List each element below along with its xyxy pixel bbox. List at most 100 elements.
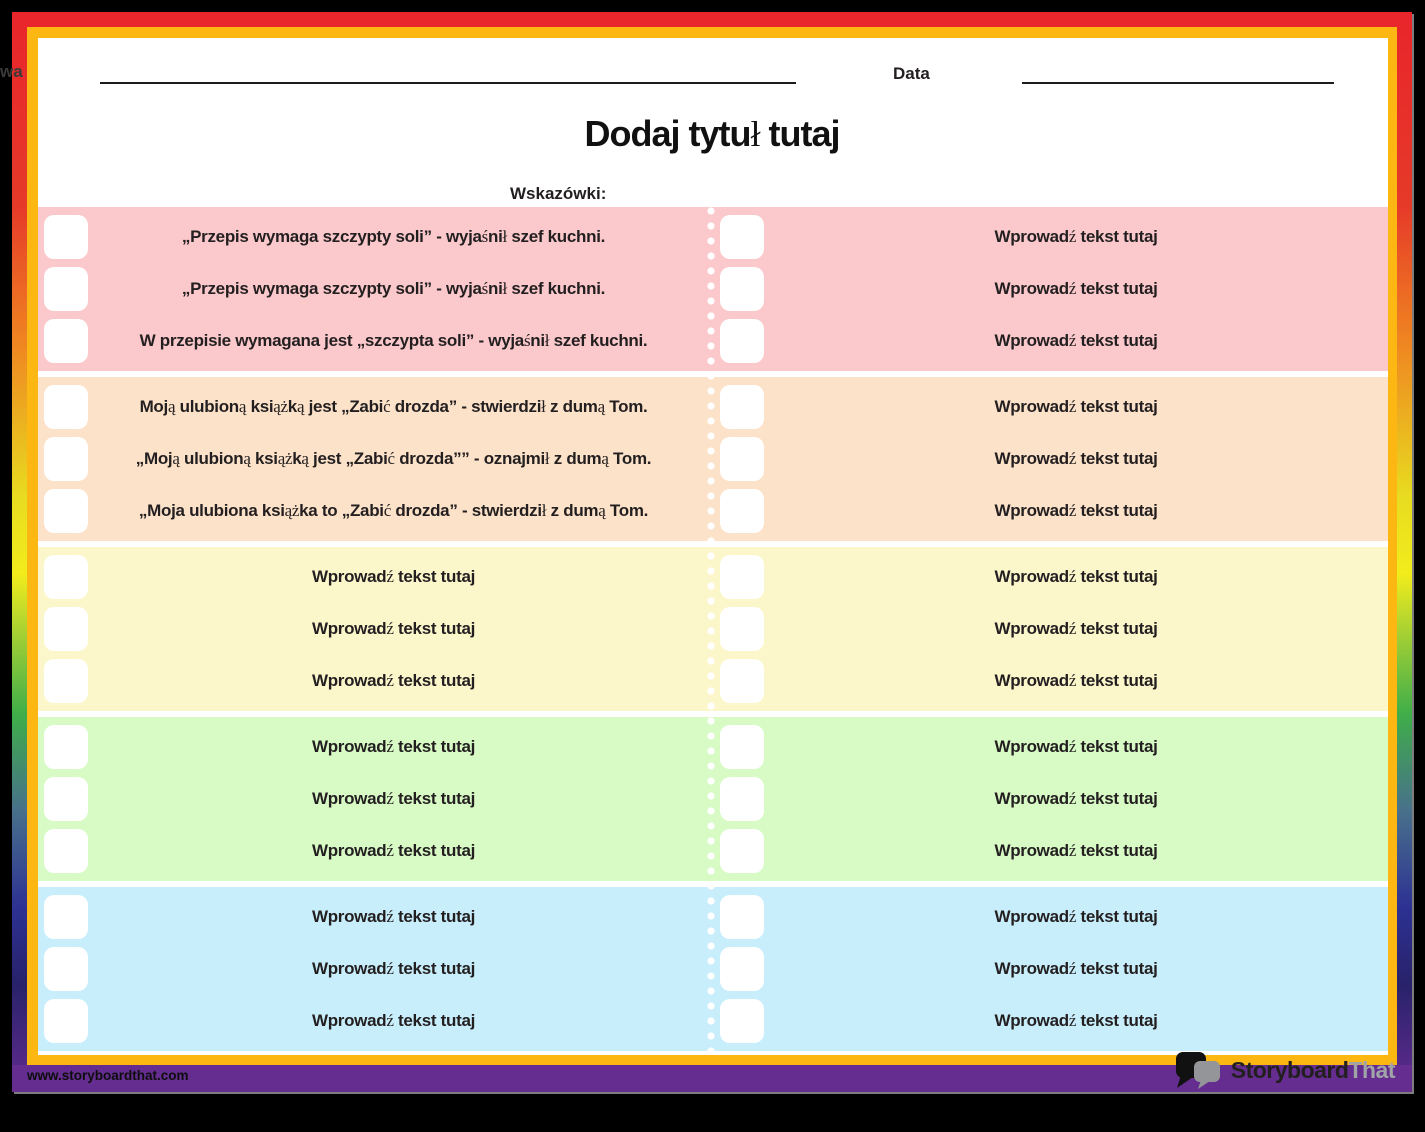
row-text[interactable]: Wprowadź tekst tutaj <box>311 1011 476 1030</box>
worksheet-row: Wprowadź tekst tutaj <box>38 947 699 991</box>
band-right-column: Wprowadź tekst tutaj Wprowadź tekst tuta… <box>706 207 1388 371</box>
worksheet-row: Wprowadź tekst tutaj <box>706 947 1388 991</box>
worksheet-row: Wprowadź tekst tutaj <box>38 607 699 651</box>
row-text[interactable]: Wprowadź tekst tutaj <box>994 1011 1158 1030</box>
checkbox[interactable] <box>720 215 764 259</box>
row-text[interactable]: Wprowadź tekst tutaj <box>994 789 1158 808</box>
worksheet-row: Wprowadź tekst tutaj <box>706 385 1388 429</box>
worksheet-row: Wprowadź tekst tutaj <box>706 555 1388 599</box>
row-text[interactable]: Wprowadź tekst tutaj <box>311 567 476 586</box>
row-text[interactable]: Wprowadź tekst tutaj <box>994 959 1158 978</box>
worksheet-row: Wprowadź tekst tutaj <box>706 777 1388 821</box>
checkbox[interactable] <box>720 659 764 703</box>
checkbox[interactable] <box>720 829 764 873</box>
worksheet-row: „Moja ulubiona książka to „Zabić drozda”… <box>38 489 699 533</box>
checkbox[interactable] <box>44 725 88 769</box>
footer-url: www.storyboardthat.com <box>27 1068 189 1083</box>
date-line <box>1022 82 1334 84</box>
row-text[interactable]: Wprowadź tekst tutaj <box>994 737 1158 756</box>
worksheet-row: Wprowadź tekst tutaj <box>706 607 1388 651</box>
checkbox[interactable] <box>720 555 764 599</box>
worksheet-row: Wprowadź tekst tutaj <box>38 777 699 821</box>
checkbox[interactable] <box>44 607 88 651</box>
row-text[interactable]: Wprowadź tekst tutaj <box>311 841 476 860</box>
row-text[interactable]: Wprowadź tekst tutaj <box>994 619 1158 638</box>
checkbox[interactable] <box>720 777 764 821</box>
row-text[interactable]: Wprowadź tekst tutaj <box>994 567 1158 586</box>
row-text[interactable]: „Przepis wymaga szczypty soli” - wyjaśni… <box>181 279 606 298</box>
checkbox[interactable] <box>44 215 88 259</box>
band-left-column: Wprowadź tekst tutaj Wprowadź tekst tuta… <box>38 547 699 711</box>
checkbox[interactable] <box>44 829 88 873</box>
row-text[interactable]: Wprowadź tekst tutaj <box>994 671 1158 690</box>
band-left-column: „Przepis wymaga szczypty soli” - wyjaśni… <box>38 207 699 371</box>
worksheet-row: Wprowadź tekst tutaj <box>706 725 1388 769</box>
checkbox[interactable] <box>44 319 88 363</box>
worksheet-row: Wprowadź tekst tutaj <box>706 319 1388 363</box>
worksheet-row: Wprowadź tekst tutaj <box>38 659 699 703</box>
checkbox[interactable] <box>720 895 764 939</box>
checkbox[interactable] <box>44 777 88 821</box>
row-text[interactable]: Wprowadź tekst tutaj <box>994 227 1158 246</box>
name-label-fragment: wa <box>0 62 23 81</box>
logo-text: StoryboardThat <box>1231 1056 1396 1084</box>
checkbox[interactable] <box>44 489 88 533</box>
checkbox[interactable] <box>720 319 764 363</box>
checkbox[interactable] <box>720 489 764 533</box>
worksheet-row: Wprowadź tekst tutaj <box>38 895 699 939</box>
worksheet-row: W przepisie wymagana jest „szczypta soli… <box>38 319 699 363</box>
row-text[interactable]: Wprowadź tekst tutaj <box>311 959 476 978</box>
checkbox[interactable] <box>44 267 88 311</box>
worksheet-row: „Przepis wymaga szczypty soli” - wyjaśni… <box>38 215 699 259</box>
instructions-label: Wskazówki: <box>510 184 607 203</box>
row-text[interactable]: Wprowadź tekst tutaj <box>994 449 1158 468</box>
row-text[interactable]: Wprowadź tekst tutaj <box>994 907 1158 926</box>
row-text[interactable]: „Moja ulubiona książka to „Zabić drozda”… <box>138 501 649 520</box>
row-text[interactable]: Wprowadź tekst tutaj <box>994 331 1158 350</box>
row-text[interactable]: Wprowadź tekst tutaj <box>994 279 1158 298</box>
page-title[interactable]: Dodaj tytuł tutaj <box>584 113 840 154</box>
worksheet-row: „Moją ulubioną książką jest „Zabić drozd… <box>38 437 699 481</box>
row-text[interactable]: Wprowadź tekst tutaj <box>311 619 476 638</box>
checkbox[interactable] <box>44 659 88 703</box>
row-text[interactable]: Wprowadź tekst tutaj <box>994 501 1158 520</box>
band-left-column: Moją ulubioną książką jest „Zabić drozda… <box>38 377 699 541</box>
date-label: Data <box>893 64 930 83</box>
name-line <box>100 82 796 84</box>
row-text[interactable]: Wprowadź tekst tutaj <box>311 907 476 926</box>
worksheet-row: Wprowadź tekst tutaj <box>706 215 1388 259</box>
row-text[interactable]: W przepisie wymagana jest „szczypta soli… <box>139 331 648 350</box>
checkbox[interactable] <box>720 385 764 429</box>
checkbox[interactable] <box>720 999 764 1043</box>
checkbox[interactable] <box>44 437 88 481</box>
row-text[interactable]: „Moją ulubioną książką jest „Zabić drozd… <box>135 449 652 468</box>
checkbox[interactable] <box>44 999 88 1043</box>
logo-text-that: That <box>1348 1056 1395 1083</box>
band-right-column: Wprowadź tekst tutaj Wprowadź tekst tuta… <box>706 887 1388 1051</box>
checkbox[interactable] <box>720 725 764 769</box>
checkbox[interactable] <box>44 895 88 939</box>
row-text[interactable]: Wprowadź tekst tutaj <box>994 841 1158 860</box>
worksheet-row: Wprowadź tekst tutaj <box>706 659 1388 703</box>
worksheet-row: Wprowadź tekst tutaj <box>38 555 699 599</box>
band-right-column: Wprowadź tekst tutaj Wprowadź tekst tuta… <box>706 547 1388 711</box>
row-text[interactable]: Wprowadź tekst tutaj <box>311 737 476 756</box>
worksheet-page: wa Data Dodaj tytuł tutaj Wskazówki: „Pr… <box>0 12 1412 1092</box>
checkbox[interactable] <box>44 555 88 599</box>
row-text[interactable]: „Przepis wymaga szczypty soli” - wyjaśni… <box>181 227 606 246</box>
row-text[interactable]: Wprowadź tekst tutaj <box>994 397 1158 416</box>
worksheet-row: Wprowadź tekst tutaj <box>706 829 1388 873</box>
row-text[interactable]: Wprowadź tekst tutaj <box>311 789 476 808</box>
row-text[interactable]: Wprowadź tekst tutaj <box>311 671 476 690</box>
checkbox[interactable] <box>720 947 764 991</box>
checkbox[interactable] <box>44 947 88 991</box>
checkbox[interactable] <box>720 607 764 651</box>
checkbox[interactable] <box>720 267 764 311</box>
worksheet-row: Wprowadź tekst tutaj <box>706 489 1388 533</box>
worksheet-row: Wprowadź tekst tutaj <box>706 267 1388 311</box>
band-right-column: Wprowadź tekst tutaj Wprowadź tekst tuta… <box>706 377 1388 541</box>
checkbox[interactable] <box>720 437 764 481</box>
speech-bubbles-icon <box>1175 1052 1220 1089</box>
checkbox[interactable] <box>44 385 88 429</box>
row-text[interactable]: Moją ulubioną książką jest „Zabić drozda… <box>139 397 648 416</box>
